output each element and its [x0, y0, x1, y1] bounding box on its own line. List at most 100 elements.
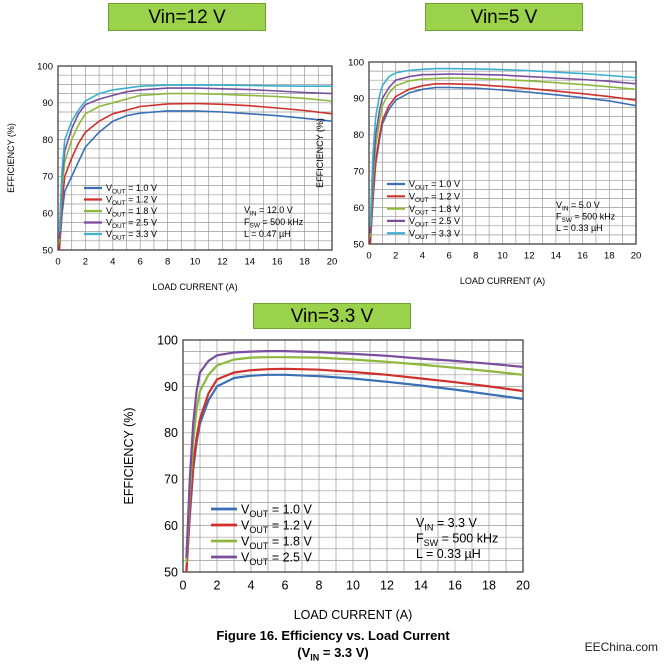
chart3-legend-label: VOUT = 2.5 V: [241, 550, 312, 567]
chart3-annotation: FSW = 500 kHz: [416, 532, 498, 549]
chart2-y-tick-label: 50: [353, 239, 364, 250]
chart2-series-line: [369, 73, 637, 234]
chart3-x-axis-label: LOAD CURRENT (A): [294, 608, 413, 622]
chart1-y-tick-label: 60: [42, 209, 53, 220]
chart2-y-tick-label: 80: [353, 130, 364, 141]
chart3-x-tick-label: 14: [414, 579, 428, 593]
chart3-y-tick-label: 70: [164, 473, 178, 487]
chart3-x-tick-label: 18: [482, 579, 496, 593]
chart1-y-tick-label: 90: [42, 98, 53, 109]
chart1-x-axis-label: LOAD CURRENT (A): [152, 282, 237, 292]
chart3-x-tick-label: 12: [380, 579, 394, 593]
banner-vin-3-3: Vin=3.3 V: [253, 303, 411, 329]
chart1-legend-label: VOUT = 1.8 V: [106, 206, 157, 219]
chart3-x-tick-label: 8: [316, 579, 323, 593]
chart1-annotation: FSW = 500 kHz: [244, 217, 304, 230]
chart2-x-tick-label: 20: [631, 251, 642, 262]
chart1-x-tick-label: 2: [83, 257, 88, 268]
chart1-y-tick-label: 100: [37, 61, 53, 72]
chart3-x-tick-label: 10: [346, 579, 360, 593]
chart2-legend-label: VOUT = 1.2 V: [409, 191, 460, 204]
chart2-y-tick-label: 100: [348, 57, 364, 68]
chart2-x-tick-label: 14: [551, 251, 562, 262]
banner-vin-5: Vin=5 V: [425, 3, 583, 31]
chart3-series-line: [185, 356, 524, 563]
chart1-series-line: [58, 92, 333, 243]
chart1-x-tick-label: 10: [190, 257, 201, 268]
chart1-x-tick-label: 4: [110, 257, 115, 268]
chart2-x-tick-label: 18: [604, 251, 615, 262]
chart3-plot-frame: [182, 339, 524, 573]
chart3-x-tick-label: 0: [180, 579, 187, 593]
chart3-annotation: VIN = 3.3 V: [416, 516, 477, 533]
chart2-y-tick-label: 70: [353, 167, 364, 178]
chart1-y-tick-label: 80: [42, 135, 53, 146]
chart2-annotation: FSW = 500 kHz: [556, 212, 616, 225]
chart1-legend-label: VOUT = 2.5 V: [106, 218, 157, 231]
chart3-x-tick-label: 2: [214, 579, 221, 593]
chart3-series-line: [185, 350, 524, 559]
chart1-plot-frame: [57, 65, 333, 251]
chart1-y-axis-label: EFFICIENCY (%): [6, 123, 16, 193]
chart3-y-tick-label: 90: [164, 380, 178, 394]
figure-caption: Figure 16. Efficiency vs. Load Current: [216, 628, 450, 643]
chart3-y-tick-label: 80: [164, 426, 178, 440]
chart1-legend-label: VOUT = 1.0 V: [106, 183, 157, 196]
chart2-legend-label: VOUT = 2.5 V: [409, 216, 460, 229]
chart3-y-tick-label: 60: [164, 519, 178, 533]
chart1-x-tick-label: 8: [165, 257, 170, 268]
chart3-y-axis-label: EFFICIENCY (%): [122, 408, 136, 505]
chart3-y-tick-label: 50: [164, 565, 178, 579]
chart1-x-tick-label: 6: [138, 257, 143, 268]
chart2-x-axis-label: LOAD CURRENT (A): [460, 276, 545, 286]
chart1-series-line: [58, 110, 333, 251]
chart1-legend-label: VOUT = 3.3 V: [106, 229, 157, 242]
chart2-series-line: [369, 67, 637, 226]
chart1-x-tick-label: 0: [55, 257, 60, 268]
chart3-legend-label: VOUT = 1.2 V: [241, 518, 312, 535]
chart1-x-tick-label: 16: [272, 257, 283, 268]
chart2-x-tick-label: 12: [524, 251, 535, 262]
chart2-x-tick-label: 16: [577, 251, 588, 262]
chart1-series-line: [58, 102, 333, 251]
chart1-legend-label: VOUT = 1.2 V: [106, 195, 157, 208]
chart2-series-line: [369, 83, 637, 245]
chart1-annotation: L = 0.47 µH: [244, 229, 291, 239]
chart2-y-axis-label: EFFICIENCY (%): [315, 118, 325, 188]
chart2-y-tick-label: 60: [353, 203, 364, 214]
chart2-plot-frame: [368, 61, 637, 245]
chart1-x-tick-label: 12: [217, 257, 228, 268]
chart1-y-tick-label: 50: [42, 245, 53, 256]
chart2-legend-label: VOUT = 1.8 V: [409, 204, 460, 217]
chart2-legend-label: VOUT = 1.0 V: [409, 179, 460, 192]
chart2-annotation: L = 0.33 µH: [556, 223, 603, 233]
watermark: EEChina.com: [584, 640, 658, 654]
chart2-y-tick-label: 90: [353, 94, 364, 105]
chart3-x-tick-label: 16: [448, 579, 462, 593]
figure-caption-sub: (VIN = 3.3 V): [297, 645, 369, 663]
chart1-y-tick-label: 70: [42, 172, 53, 183]
chart3-y-tick-label: 100: [157, 333, 178, 347]
chart2-x-tick-label: 0: [366, 251, 371, 262]
chart1-x-tick-label: 20: [327, 257, 338, 268]
chart2-x-tick-label: 8: [473, 251, 478, 262]
chart3-legend-label: VOUT = 1.0 V: [241, 502, 312, 519]
chart2-annotation: VIN = 5.0 V: [556, 200, 600, 213]
chart3-x-tick-label: 6: [282, 579, 289, 593]
chart2-x-tick-label: 4: [420, 251, 425, 262]
banner-vin-12: Vin=12 V: [108, 3, 266, 31]
chart1-x-tick-label: 18: [299, 257, 310, 268]
chart2-x-tick-label: 10: [497, 251, 508, 262]
chart1-series-line: [58, 84, 332, 232]
chart3-x-tick-label: 20: [516, 579, 530, 593]
chart1-series-line: [58, 87, 333, 240]
chart3-x-tick-label: 4: [248, 579, 255, 593]
chart2-legend-label: VOUT = 3.3 V: [409, 228, 460, 241]
chart2-series-line: [369, 77, 637, 237]
chart1-annotation: VIN = 12.0 V: [244, 205, 293, 218]
chart2-x-tick-label: 2: [393, 251, 398, 262]
chart3-series-line: [185, 367, 524, 573]
chart3-annotation: L = 0.33 µH: [416, 547, 481, 561]
chart2-x-tick-label: 6: [446, 251, 451, 262]
